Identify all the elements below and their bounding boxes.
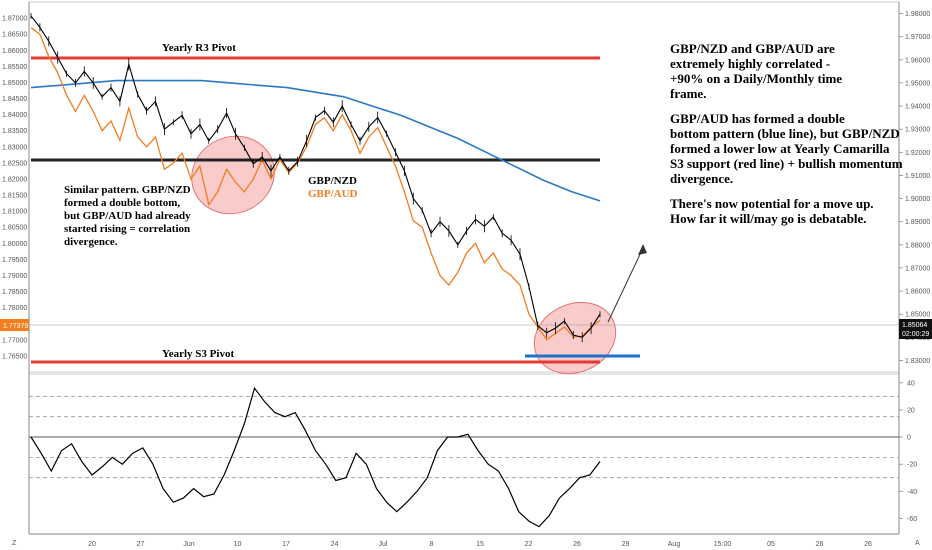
x-tick-label: 26 (816, 541, 824, 548)
series-gbp-nzd-bars (30, 12, 601, 343)
right-tick-label: 1.91000 (905, 173, 930, 180)
left-tick-label: 1.78000 (2, 305, 27, 312)
right-tick-label: 1.98000 (905, 11, 930, 18)
highlight-ellipse-june (191, 135, 275, 215)
right-tick-label: 1.89000 (905, 219, 930, 226)
x-tick-label: Jul (379, 541, 388, 548)
corner-label-left: Z (12, 540, 17, 547)
left-tick-label: 1.79500 (2, 257, 27, 264)
mid-label-gbp-nzd: GBP/NZD (308, 175, 357, 187)
left-tick-label: 1.81500 (2, 193, 27, 200)
right-tick-label: 1.86000 (905, 289, 930, 296)
right-tick-label: 1.88000 (905, 242, 930, 249)
x-tick-label: 26 (864, 541, 872, 548)
left-tick-label: 1.86000 (2, 48, 27, 55)
x-tick-label: 15:00 (714, 541, 732, 548)
s3-label: Yearly S3 Pivot (162, 348, 234, 360)
countdown-label: 02:00:29 (902, 331, 929, 338)
right-axis-ticks: 1.98000 1.97000 1.96000 1.95000 1.94000 1.930… (899, 11, 930, 365)
momentum-tick-label: 0 (907, 435, 911, 442)
right-note-paragraph-1: GBP/NZD and GBP/AUD are extremely highly… (670, 41, 845, 101)
left-current-price-tag (0, 319, 29, 331)
momentum-axis-ticks: 40 20 0 -20 -40 -60 (899, 380, 917, 523)
right-tick-label: 1.83000 (905, 358, 930, 365)
left-tick-label: 1.85500 (2, 64, 27, 71)
right-tick-label: 1.93000 (905, 127, 930, 134)
right-note-paragraph-3: There's now potential for a move up. How… (670, 196, 877, 226)
left-note: Similar pattern. GBP/NZD formed a double… (64, 184, 193, 248)
x-tick-label: 15 (476, 541, 484, 548)
left-tick-label: 1.76500 (2, 353, 27, 360)
mid-label-gbp-aud: GBP/AUD (308, 188, 358, 200)
left-tick-label: 1.82000 (2, 177, 27, 184)
left-tick-label: 1.84500 (2, 96, 27, 103)
corner-label-right: A (915, 540, 920, 547)
right-tick-label: 1.95000 (905, 80, 930, 87)
series-momentum-line (30, 386, 601, 528)
x-tick-label: Aug (668, 541, 681, 548)
right-tick-label: 1.90000 (905, 196, 930, 203)
left-tick-label: 1.81000 (2, 209, 27, 216)
series-moving-average-line (30, 79, 601, 202)
left-tick-label: 1.78500 (2, 289, 27, 296)
right-current-price-tag (899, 319, 932, 339)
left-tick-label: 1.83500 (2, 128, 27, 135)
left-tick-label: 1.77000 (2, 337, 27, 344)
momentum-tick-label: -20 (907, 462, 917, 469)
momentum-tick-label: 20 (907, 407, 915, 414)
left-tick-label: 1.87000 (2, 16, 27, 23)
left-tick-label: 1.79000 (2, 273, 27, 280)
x-tick-label: 24 (331, 541, 339, 548)
right-tick-label: 1.97000 (905, 34, 930, 41)
projection-arrow (607, 247, 644, 323)
right-tick-label: 1.87000 (905, 265, 930, 272)
x-tick-label: 22 (525, 541, 533, 548)
x-tick-label: Jun (183, 541, 194, 548)
right-current-price-label: 1.85064 (902, 322, 927, 329)
right-tick-label: 1.85000 (905, 312, 930, 319)
x-tick-label: 27 (137, 541, 145, 548)
momentum-tick-label: 40 (907, 380, 915, 387)
x-axis-ticks: 20 27 Jun 10 17 24 Jul 8 15 22 26 29 Aug 15:00 05 26 26 (88, 541, 872, 548)
right-tick-label: 1.92000 (905, 150, 930, 157)
right-tick-label: 1.94000 (905, 104, 930, 111)
right-tick-label: 1.96000 (905, 57, 930, 64)
right-note-paragraph-2: GBP/AUD has formed a double bottom patte… (670, 111, 906, 186)
left-current-price-label: 1.77379 (3, 323, 28, 330)
x-tick-label: 17 (282, 541, 290, 548)
x-tick-label: 29 (622, 541, 630, 548)
x-tick-label: 26 (573, 541, 581, 548)
x-tick-label: 10 (234, 541, 242, 548)
left-tick-label: 1.86500 (2, 32, 27, 39)
x-tick-label: 8 (430, 541, 434, 548)
left-tick-label: 1.84000 (2, 112, 27, 119)
series-gbp-aud-line (30, 27, 601, 341)
left-tick-label: 1.83000 (2, 144, 27, 151)
momentum-tick-label: -40 (907, 489, 917, 496)
momentum-levels (29, 395, 899, 479)
x-tick-label: 05 (767, 541, 775, 548)
r3-label: Yearly R3 Pivot (162, 42, 236, 54)
left-tick-label: 1.85000 (2, 80, 27, 87)
x-tick-label: 20 (88, 541, 96, 548)
momentum-tick-label: -60 (907, 516, 917, 523)
left-axis-ticks: 1.87000 1.86500 1.86000 1.85500 1.85000 1.845… (2, 16, 27, 361)
projection-arrow-head (638, 244, 647, 255)
left-tick-label: 1.82500 (2, 160, 27, 167)
left-tick-label: 1.80500 (2, 225, 27, 232)
momentum-panel-frame (28, 373, 900, 535)
left-tick-label: 1.80000 (2, 241, 27, 248)
